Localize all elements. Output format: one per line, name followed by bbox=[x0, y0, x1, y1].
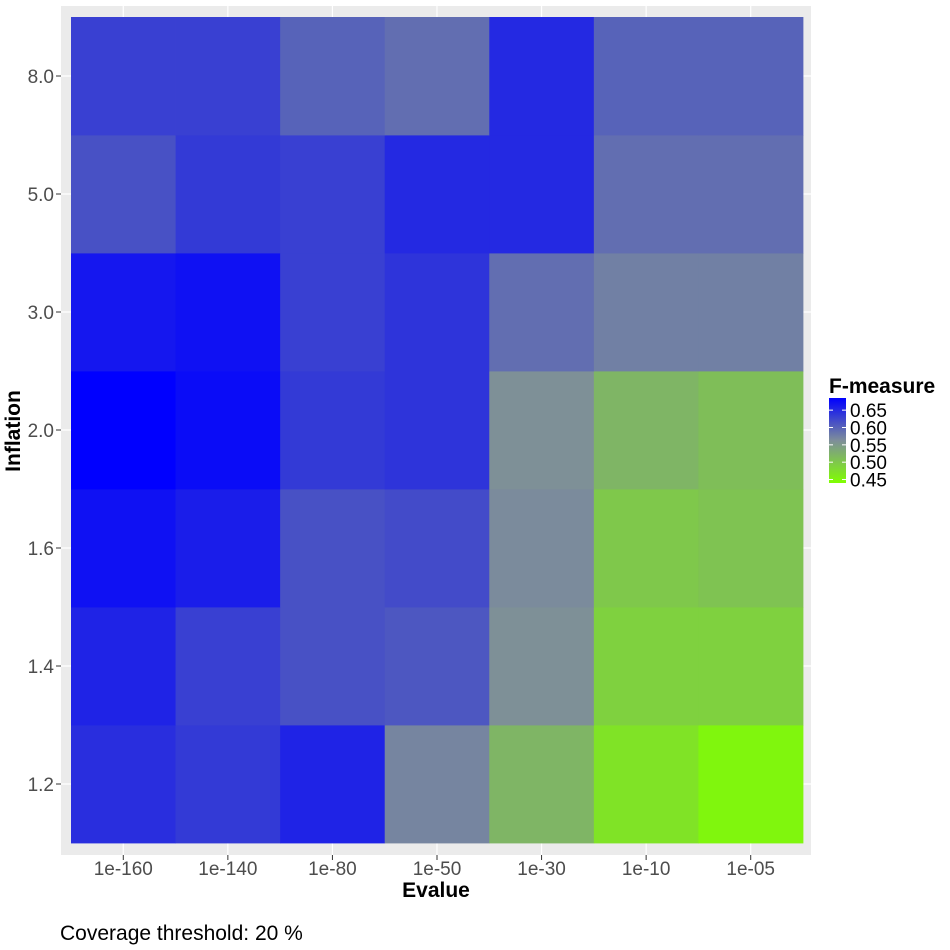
legend-label: 0.65 bbox=[850, 401, 887, 422]
heatmap-cell-1.4-1e-50 bbox=[384, 607, 490, 726]
legend-title: F-measure bbox=[829, 375, 935, 398]
y-tick-label: 2.0 bbox=[28, 421, 54, 442]
heatmap-cell-1.6-1e-160 bbox=[71, 489, 176, 608]
y-tick-label: 1.6 bbox=[28, 539, 54, 560]
x-axis-title: Evalue bbox=[402, 879, 470, 902]
heatmap-cell-5.0-1e-50 bbox=[384, 135, 490, 254]
heatmap-cell-1.6-1e-50 bbox=[384, 489, 490, 608]
x-tick-label: 1e-160 bbox=[94, 859, 153, 880]
heatmap-cell-1.2-1e-160 bbox=[71, 725, 176, 844]
heatmap-cell-1.4-1e-80 bbox=[280, 607, 386, 726]
heatmap-cell-1.4-1e-160 bbox=[71, 607, 176, 726]
heatmap-cell-1.2-1e-30 bbox=[489, 725, 595, 844]
heatmap-cell-5.0-1e-05 bbox=[698, 135, 804, 254]
heatmap-cell-3.0-1e-10 bbox=[593, 253, 699, 372]
heatmap-cell-8.0-1e-80 bbox=[280, 17, 386, 136]
x-tick-label: 1e-80 bbox=[308, 859, 357, 880]
y-tick-label: 3.0 bbox=[28, 303, 54, 324]
heatmap-cell-5.0-1e-30 bbox=[489, 135, 595, 254]
heatmap-cell-1.6-1e-140 bbox=[175, 489, 281, 608]
heatmap-cell-3.0-1e-160 bbox=[71, 253, 176, 372]
heatmap-cell-1.2-1e-80 bbox=[280, 725, 386, 844]
heatmap-cell-1.2-1e-140 bbox=[175, 725, 281, 844]
heatmap-cell-3.0-1e-80 bbox=[280, 253, 386, 372]
x-tick-label: 1e-05 bbox=[726, 859, 775, 880]
heatmap-cell-8.0-1e-30 bbox=[489, 17, 595, 136]
heatmap-cell-3.0-1e-50 bbox=[384, 253, 490, 372]
heatmap-cell-1.2-1e-10 bbox=[593, 725, 699, 844]
heatmap-cell-3.0-1e-140 bbox=[175, 253, 281, 372]
x-tick-label: 1e-140 bbox=[198, 859, 257, 880]
heatmap-cell-2.0-1e-160 bbox=[71, 371, 176, 490]
heatmap-cell-2.0-1e-05 bbox=[698, 371, 804, 490]
y-tick-label: 8.0 bbox=[28, 67, 54, 88]
heatmap-cell-1.4-1e-10 bbox=[593, 607, 699, 726]
color-legend: F-measure 0.650.600.550.500.45 bbox=[829, 375, 935, 492]
heatmap-cell-2.0-1e-10 bbox=[593, 371, 699, 490]
x-tick-label: 1e-50 bbox=[413, 859, 462, 880]
heatmap-cell-8.0-1e-140 bbox=[175, 17, 281, 136]
heatmap-cell-5.0-1e-10 bbox=[593, 135, 699, 254]
heatmap-cell-2.0-1e-80 bbox=[280, 371, 386, 490]
heatmap-cell-8.0-1e-10 bbox=[593, 17, 699, 136]
y-axis-title: Inflation bbox=[2, 390, 25, 472]
legend-label: 0.60 bbox=[850, 418, 887, 439]
legend-colorbar bbox=[829, 398, 846, 483]
heatmap-cell-3.0-1e-30 bbox=[489, 253, 595, 372]
heatmap-cell-1.4-1e-05 bbox=[698, 607, 804, 726]
heatmap-cell-8.0-1e-05 bbox=[698, 17, 804, 136]
heatmap-cell-2.0-1e-140 bbox=[175, 371, 281, 490]
heatmap-cell-8.0-1e-160 bbox=[71, 17, 176, 136]
heatmap-cell-1.2-1e-05 bbox=[698, 725, 804, 844]
x-tick-label: 1e-10 bbox=[622, 859, 671, 880]
heatmap-cell-3.0-1e-05 bbox=[698, 253, 804, 372]
heatmap-cell-1.6-1e-05 bbox=[698, 489, 804, 608]
legend-label: 0.45 bbox=[850, 471, 887, 492]
heatmap-cell-2.0-1e-50 bbox=[384, 371, 490, 490]
heatmap-cell-1.2-1e-50 bbox=[384, 725, 490, 844]
legend-label: 0.55 bbox=[850, 436, 887, 457]
heatmap-cell-5.0-1e-160 bbox=[71, 135, 176, 254]
heatmap-cell-1.4-1e-30 bbox=[489, 607, 595, 726]
heatmap-cell-5.0-1e-140 bbox=[175, 135, 281, 254]
heatmap-cell-1.4-1e-140 bbox=[175, 607, 281, 726]
coverage-caption: Coverage threshold: 20 % bbox=[60, 922, 303, 945]
axes: 1e-160 1e-140 1e-80 1e-50 1e-30 1e-10 1e-05 1.2… bbox=[28, 67, 775, 880]
heatmap-cell-8.0-1e-50 bbox=[384, 17, 490, 136]
y-tick-label: 5.0 bbox=[28, 185, 54, 206]
heatmap-cell-1.6-1e-10 bbox=[593, 489, 699, 608]
x-tick-label: 1e-30 bbox=[517, 859, 566, 880]
heatmap-cells bbox=[71, 17, 804, 844]
y-tick-label: 1.2 bbox=[28, 775, 54, 796]
heatmap-cell-1.6-1e-30 bbox=[489, 489, 595, 608]
heatmap-cell-5.0-1e-80 bbox=[280, 135, 386, 254]
heatmap-cell-1.6-1e-80 bbox=[280, 489, 386, 608]
heatmap-cell-2.0-1e-30 bbox=[489, 371, 595, 490]
y-tick-label: 1.4 bbox=[28, 657, 55, 678]
legend-label: 0.50 bbox=[850, 453, 887, 474]
